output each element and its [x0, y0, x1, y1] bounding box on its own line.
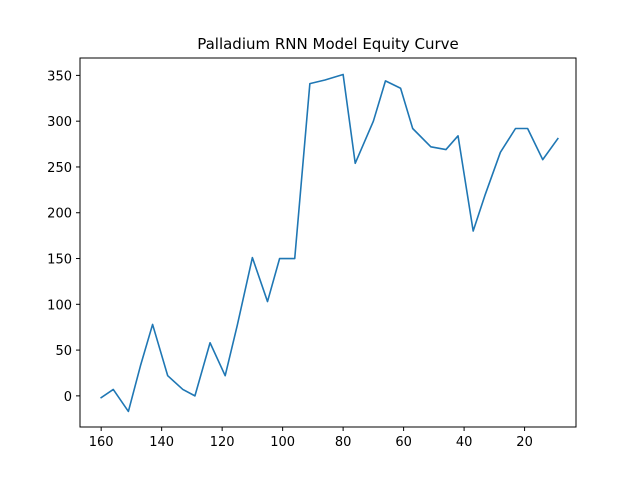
y-tick-label: 150	[47, 253, 72, 268]
x-tick-label: 100	[270, 435, 295, 450]
x-tick-label: 20	[516, 435, 533, 450]
x-tick-label: 80	[335, 435, 352, 450]
axes-frame	[79, 57, 577, 428]
y-tick-label: 200	[47, 207, 72, 222]
chart-title: Palladium RNN Model Equity Curve	[197, 35, 459, 53]
y-tick-label: 300	[47, 115, 72, 130]
x-tick-label: 40	[456, 435, 473, 450]
x-tick-label: 160	[89, 435, 114, 450]
equity-series-line	[100, 73, 559, 413]
y-axis: 0 50 100 150 200 250 300 350	[47, 69, 80, 405]
x-axis: 160 140 120 100 80 60 40 20	[89, 427, 533, 450]
x-tick-label: 120	[210, 435, 235, 450]
y-tick-label: 100	[47, 298, 72, 313]
x-tick-label: 60	[395, 435, 412, 450]
y-tick-label: 250	[47, 161, 72, 176]
y-tick-label: 0	[64, 390, 72, 405]
x-tick-label: 140	[149, 435, 174, 450]
y-tick-label: 50	[55, 344, 72, 359]
plot-area	[100, 73, 559, 413]
y-tick-label: 350	[47, 69, 72, 84]
